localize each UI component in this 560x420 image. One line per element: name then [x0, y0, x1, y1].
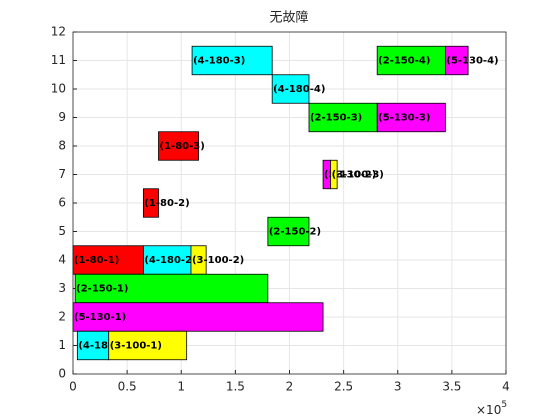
- task-label: (5-130-1): [74, 312, 126, 323]
- task-label: (1-80-3): [160, 141, 205, 152]
- task-label: (2-150-1): [76, 284, 128, 295]
- task-label: (5-130-4): [446, 56, 498, 67]
- y-tick-label: 9: [58, 110, 66, 124]
- x-tick-label: 4: [502, 380, 510, 394]
- task-label: (3-100-3): [332, 170, 384, 181]
- x-tick-label: 2: [286, 380, 294, 394]
- task-bar: [76, 330, 110, 361]
- task-label: (1-80-1): [74, 255, 119, 266]
- task-bar: [376, 102, 446, 133]
- y-tick-label: 3: [58, 281, 66, 295]
- y-tick-label: 10: [51, 82, 66, 96]
- y-tick-label: 1: [58, 338, 66, 352]
- task-bar: [308, 102, 378, 133]
- task-bar: [72, 302, 324, 332]
- y-tick-label: 5: [58, 224, 66, 238]
- x-tick-label: 0.5: [118, 380, 137, 394]
- task-label: (2-150-2): [269, 227, 321, 238]
- task-label: (2-150-4): [378, 56, 430, 67]
- task-label: (3-100-2): [192, 255, 244, 266]
- y-tick-label: 2: [58, 310, 66, 324]
- x-tick-label: 2.5: [334, 380, 353, 394]
- task-bar: [158, 131, 199, 161]
- task-bar: [444, 45, 469, 76]
- task-bar: [74, 273, 269, 304]
- task-label: (4-180-2): [144, 255, 196, 266]
- y-tick-label: 11: [51, 53, 66, 67]
- x-tick-label: 0: [69, 380, 77, 394]
- x-multiplier: ×105: [476, 400, 507, 417]
- task-bar: [142, 245, 192, 275]
- y-tick-label: 4: [58, 253, 66, 267]
- task-bar: [376, 45, 446, 76]
- task-label: (1-80-2): [144, 198, 189, 209]
- x-tick-label: 1: [177, 380, 185, 394]
- y-tick-label: 6: [58, 196, 66, 210]
- task-bar: [142, 188, 159, 218]
- task-label: (3-100-1): [110, 341, 162, 352]
- task-label: (5-130-2): [324, 170, 376, 181]
- y-tick-label: 8: [58, 139, 66, 153]
- x-multiplier-exponent: 5: [501, 400, 507, 410]
- task-bar: [191, 45, 273, 76]
- task-bar: [267, 216, 310, 247]
- x-multiplier-base: ×10: [476, 403, 501, 417]
- x-tick-label: 3: [394, 380, 402, 394]
- task-label: (4-180-4): [273, 84, 325, 95]
- y-tick-label: 12: [51, 25, 66, 39]
- task-bar: [330, 159, 338, 190]
- task-label: (2-150-3): [310, 113, 362, 124]
- axes-box: [72, 31, 507, 375]
- task-label: (4-180-1): [78, 341, 130, 352]
- task-label: (5-130-3): [378, 113, 430, 124]
- task-bar: [271, 74, 310, 104]
- y-tick-label: 7: [58, 167, 66, 181]
- x-tick-label: 1.5: [226, 380, 245, 394]
- x-tick-label: 3.5: [442, 380, 461, 394]
- task-label: (4-180-3): [193, 56, 245, 67]
- chart-title: 无故障: [269, 11, 308, 26]
- y-tick-label: 0: [58, 367, 66, 381]
- task-bar: [108, 330, 188, 361]
